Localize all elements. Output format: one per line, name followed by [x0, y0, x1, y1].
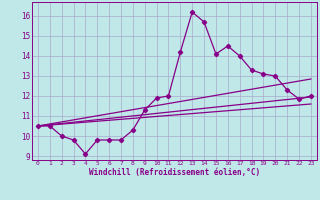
X-axis label: Windchill (Refroidissement éolien,°C): Windchill (Refroidissement éolien,°C)	[89, 168, 260, 177]
